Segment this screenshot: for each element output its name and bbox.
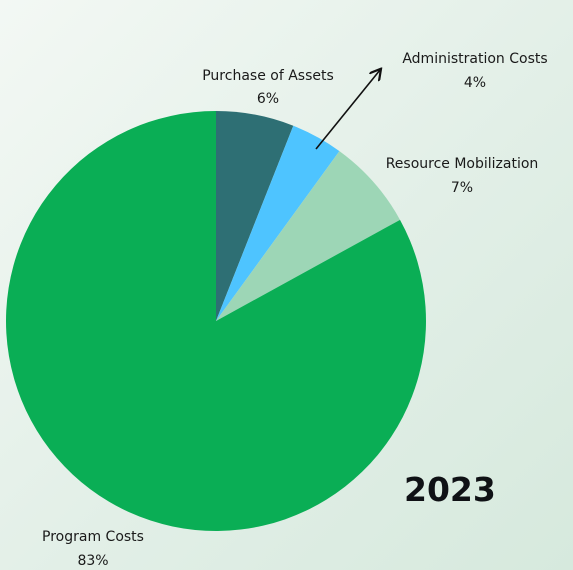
slice-value-purchase-of-assets: 6% <box>257 91 279 107</box>
administration-costs-leader-arrow <box>315 70 380 150</box>
pie-slices <box>5 111 426 531</box>
chart-year-title: 2023 <box>404 470 496 509</box>
slice-value-resource-mobilization: 7% <box>451 180 473 196</box>
slice-label-purchase-of-assets: Purchase of Assets <box>202 68 334 84</box>
slice-value-administration-costs: 4% <box>464 75 486 91</box>
slice-label-resource-mobilization: Resource Mobilization <box>386 156 539 172</box>
slice-resource-mobilization <box>216 151 401 321</box>
slice-label-program-costs: Program Costs <box>42 529 144 545</box>
slice-program-costs <box>5 111 426 531</box>
pie-annotations: Purchase of Assets 6% Administration Costs… <box>42 51 548 569</box>
slice-purchase-of-assets <box>216 111 294 321</box>
slice-label-administration-costs: Administration Costs <box>402 51 547 67</box>
slice-value-program-costs: 83% <box>77 553 108 569</box>
slice-administration-costs <box>216 125 340 321</box>
